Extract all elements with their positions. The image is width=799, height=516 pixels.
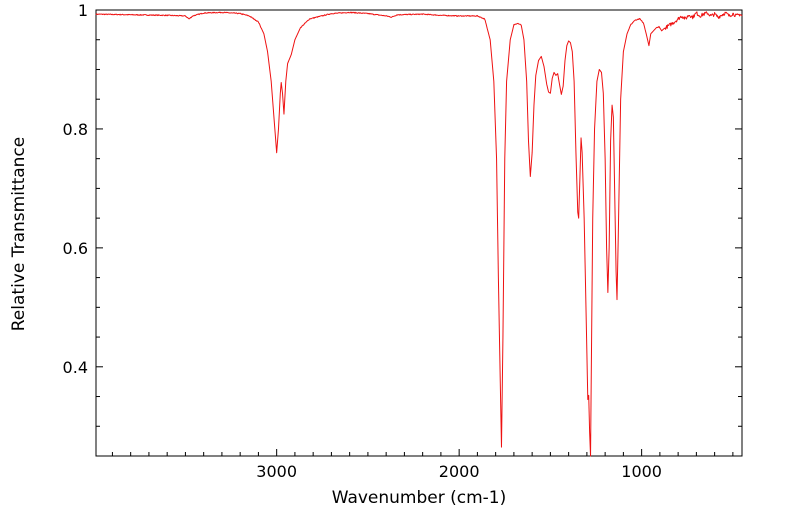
spectrum-line — [95, 11, 743, 457]
x-tick-label: 2000 — [439, 462, 480, 481]
x-axis-tick-labels: 3000 2000 1000 — [256, 462, 662, 481]
y-tick-label: 0.8 — [63, 120, 88, 139]
y-tick-label: 0.6 — [63, 239, 88, 258]
y-axis-tick-labels: 0.4 0.6 0.8 1 — [63, 1, 88, 377]
x-tick-label: 3000 — [256, 462, 297, 481]
y-axis-label: Relative Transmittance — [9, 137, 29, 332]
y-tick-label: 0.4 — [63, 358, 88, 377]
y-axis-ticks — [96, 9, 742, 457]
plot-frame — [95, 9, 743, 457]
x-tick-label: 1000 — [621, 462, 662, 481]
x-axis-ticks — [111, 449, 734, 456]
x-axis-label: Wavenumber (cm-1) — [332, 488, 507, 508]
y-tick-label: 1 — [78, 1, 88, 20]
